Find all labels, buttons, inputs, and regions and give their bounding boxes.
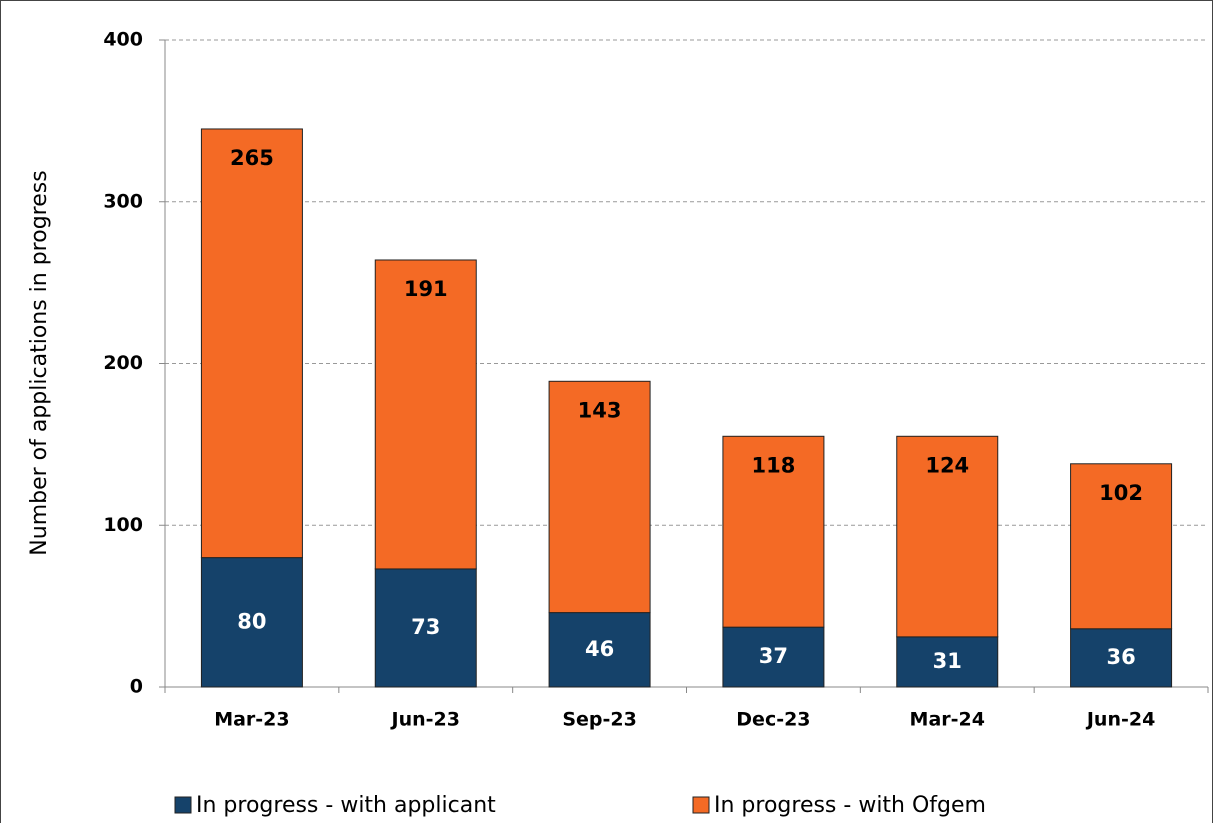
data-label: 191: [404, 277, 448, 301]
legend-label: In progress - with Ofgem: [714, 793, 986, 818]
bar-segment: [722, 435, 825, 628]
bar-segment: [374, 259, 477, 570]
y-axis-label: Number of applications in progress: [27, 170, 52, 555]
data-label: 36: [1106, 645, 1135, 669]
legend-label: In progress - with applicant: [196, 793, 496, 818]
data-label: 124: [925, 453, 969, 477]
data-label: 46: [585, 637, 614, 661]
data-label: 118: [751, 453, 795, 477]
legend-swatch: [174, 796, 192, 814]
y-tick-label: 400: [103, 29, 143, 51]
bar-segment: [200, 128, 303, 559]
data-label: 102: [1099, 481, 1143, 505]
x-tick-label: Mar-24: [910, 709, 985, 731]
y-tick-label: 300: [103, 190, 143, 212]
bar-segment: [548, 380, 651, 614]
x-tick-label: Jun-23: [390, 709, 460, 731]
x-tick-label: Sep-23: [562, 709, 637, 731]
bar-segment: [200, 557, 303, 688]
data-label: 265: [230, 146, 274, 170]
bar-segment: [896, 636, 999, 688]
data-label: 80: [237, 609, 266, 633]
data-label: 31: [933, 649, 962, 673]
data-label: 73: [411, 615, 440, 639]
y-tick-label: 100: [103, 514, 143, 536]
x-tick-label: Jun-24: [1085, 709, 1155, 731]
y-tick-label: 200: [103, 352, 143, 374]
y-tick-label: 0: [130, 676, 143, 698]
bar-segment: [1070, 463, 1173, 630]
legend-swatch: [692, 796, 710, 814]
x-tick-label: Mar-23: [214, 709, 289, 731]
data-label: 143: [578, 398, 622, 422]
data-label: 37: [759, 644, 788, 668]
bar-segment: [374, 568, 477, 688]
bar-segment: [896, 435, 999, 638]
bar-segment: [548, 612, 651, 688]
x-tick-label: Dec-23: [736, 709, 810, 731]
